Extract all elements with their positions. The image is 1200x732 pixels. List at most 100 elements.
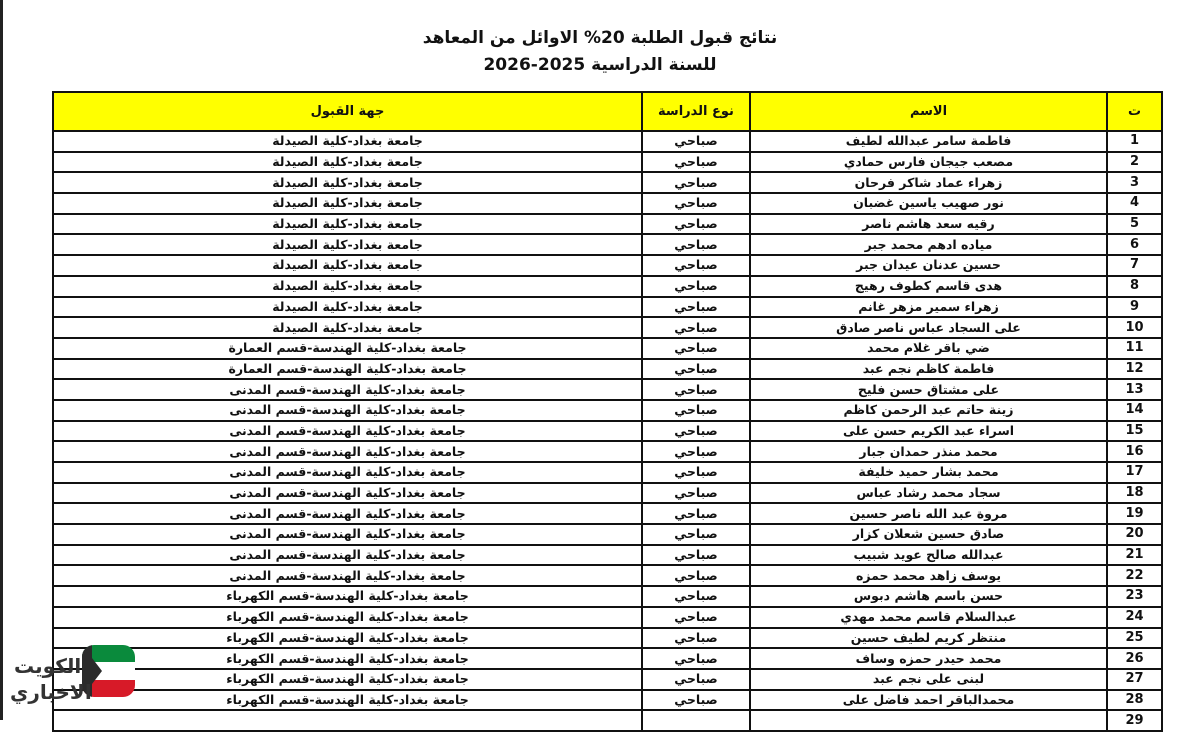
cell-study-type: صباحي — [641, 316, 751, 339]
cell-number: 4 — [1106, 192, 1163, 215]
table-row: 25 منتظر كريم لطيف حسين صباحي جامعة بغداد-ك… — [52, 626, 1163, 650]
cell-number: 13 — [1106, 378, 1163, 401]
cell-admission-destination: جامعة بغداد-كلية الهندسة-قسم الكهرباء — [52, 585, 643, 608]
cell-name: محمدالباقر احمد فاضل على — [749, 688, 1108, 712]
table-row: 16 محمد منذر حمدان جبار صباحي جامعة بغداد-ك… — [52, 440, 1163, 463]
table-row: 22 يوسف زاهد محمد حمزه صباحي جامعة بغداد-كل… — [52, 564, 1163, 588]
table-row: 9 زهراء سمير مزهر غانم صباحي جامعة بغداد-كل… — [52, 295, 1163, 319]
cell-admission-destination: جامعة بغداد-كلية الهندسة-قسم المدنى — [52, 461, 643, 484]
cell-name: سجاد محمد رشاد عباس — [749, 481, 1108, 505]
cell-study-type: صباحي — [641, 461, 751, 484]
header-admission-destination: جهة القبول — [52, 91, 643, 132]
table-row: 19 مروة عبد الله ناصر حسين صباحي جامعة بغدا… — [52, 502, 1163, 526]
cell-admission-destination: جامعة بغداد-كلية الصيدلة — [52, 274, 643, 298]
cell-number: 8 — [1106, 274, 1163, 298]
table-row: 13 على مشتاق حسن فليح صباحي جامعة بغداد-كلي… — [52, 378, 1163, 401]
cell-study-type: صباحي — [641, 171, 751, 195]
document-title: نتائج قبول الطلبة 20% الاوائل من المعاهد — [422, 28, 778, 48]
cell-number: 22 — [1106, 564, 1163, 588]
cell-admission-destination: جامعة بغداد-كلية الهندسة-قسم الكهرباء — [52, 647, 643, 670]
cell-name: فاطمة كاظم نجم عبد — [749, 357, 1108, 381]
cell-number: 3 — [1106, 171, 1163, 195]
table-row: 5 رقيه سعد هاشم ناصر صباحي جامعة بغداد-كلية… — [52, 212, 1163, 236]
cell-name: محمد حيدر حمزه وساف — [749, 647, 1108, 670]
header-study-type: نوع الدراسة — [641, 91, 751, 132]
cell-name: يوسف زاهد محمد حمزه — [749, 564, 1108, 588]
cell-number: 5 — [1106, 212, 1163, 236]
cell-study-type: صباحي — [641, 150, 751, 174]
table-row: 29 — [52, 709, 1163, 732]
admission-results-table: ت الاسم نوع الدراسة جهة القبول 1 فاطمة سا… — [52, 91, 1163, 732]
cell-study-type: صباحي — [641, 688, 751, 712]
page-edge-border — [0, 0, 3, 720]
cell-number: 21 — [1106, 543, 1163, 567]
table-row: 12 فاطمة كاظم نجم عبد صباحي جامعة بغداد-كلي… — [52, 357, 1163, 381]
logo-text-line1: الكويت — [14, 654, 82, 678]
cell-study-type: صباحي — [641, 605, 751, 629]
cell-number: 2 — [1106, 150, 1163, 174]
cell-study-type: صباحي — [641, 233, 751, 257]
cell-study-type: صباحي — [641, 647, 751, 670]
cell-study-type: صباحي — [641, 626, 751, 650]
cell-study-type: صباحي — [641, 543, 751, 567]
table-row: 23 حسن باسم هاشم دبوس صباحي جامعة بغداد-كلي… — [52, 585, 1163, 608]
cell-number: 20 — [1106, 523, 1163, 546]
table-row: 28 محمدالباقر احمد فاضل على صباحي جامعة بغد… — [52, 688, 1163, 712]
cell-number: 10 — [1106, 316, 1163, 339]
header-name: الاسم — [749, 91, 1108, 132]
cell-admission-destination: جامعة بغداد-كلية الهندسة-قسم العمارة — [52, 357, 643, 381]
table-row: 26 محمد حيدر حمزه وساف صباحي جامعة بغداد-كل… — [52, 647, 1163, 670]
cell-study-type: صباحي — [641, 585, 751, 608]
cell-name: مصعب جيجان فارس حمادي — [749, 150, 1108, 174]
table-row: 21 عبدالله صالح عويد شبيب صباحي جامعة بغداد… — [52, 543, 1163, 567]
cell-number: 12 — [1106, 357, 1163, 381]
cell-admission-destination: جامعة بغداد-كلية الهندسة-قسم العمارة — [52, 336, 643, 360]
cell-study-type: صباحي — [641, 274, 751, 298]
cell-admission-destination: جامعة بغداد-كلية الهندسة-قسم المدنى — [52, 523, 643, 546]
cell-admission-destination: جامعة بغداد-كلية الصيدلة — [52, 150, 643, 174]
cell-admission-destination: جامعة بغداد-كلية الصيدلة — [52, 192, 643, 215]
header-number: ت — [1106, 91, 1163, 132]
cell-name: صادق حسين شعلان كزار — [749, 523, 1108, 546]
cell-name: زينة حاتم عبد الرحمن كاظم — [749, 398, 1108, 422]
cell-study-type: صباحي — [641, 130, 751, 153]
cell-number: 1 — [1106, 130, 1163, 153]
cell-name: عبدالله صالح عويد شبيب — [749, 543, 1108, 567]
cell-admission-destination: جامعة بغداد-كلية الهندسة-قسم الكهرباء — [52, 688, 643, 712]
cell-admission-destination: جامعة بغداد-كلية الهندسة-قسم المدنى — [52, 543, 643, 567]
watermark-logo: الكويت الاخباري — [8, 640, 138, 720]
table-row: 2 مصعب جيجان فارس حمادي صباحي جامعة بغداد-ك… — [52, 150, 1163, 174]
cell-number: 23 — [1106, 585, 1163, 608]
cell-study-type: صباحي — [641, 378, 751, 401]
cell-name: زهراء سمير مزهر غانم — [749, 295, 1108, 319]
cell-admission-destination: جامعة بغداد-كلية الصيدلة — [52, 295, 643, 319]
cell-name: ضي باقر غلام محمد — [749, 336, 1108, 360]
cell-study-type: صباحي — [641, 212, 751, 236]
table-row: 24 عبدالسلام قاسم محمد مهدي صباحي جامعة بغد… — [52, 605, 1163, 629]
cell-admission-destination: جامعة بغداد-كلية الهندسة-قسم المدنى — [52, 398, 643, 422]
cell-study-type: صباحي — [641, 502, 751, 526]
cell-study-type: صباحي — [641, 481, 751, 505]
cell-number: 15 — [1106, 419, 1163, 443]
cell-study-type: صباحي — [641, 357, 751, 381]
cell-admission-destination: جامعة بغداد-كلية الهندسة-قسم المدنى — [52, 481, 643, 505]
cell-name: نور صهيب ياسين غضبان — [749, 192, 1108, 215]
cell-name: فاطمة سامر عبدالله لطيف — [749, 130, 1108, 153]
table-row: 8 هدى قاسم كطوف رهيج صباحي جامعة بغداد-كلية… — [52, 274, 1163, 298]
cell-admission-destination: جامعة بغداد-كلية الهندسة-قسم الكهرباء — [52, 667, 643, 691]
cell-study-type: صباحي — [641, 254, 751, 277]
cell-number: 7 — [1106, 254, 1163, 277]
cell-number: 29 — [1106, 709, 1163, 732]
cell-name: هدى قاسم كطوف رهيج — [749, 274, 1108, 298]
cell-study-type: صباحي — [641, 295, 751, 319]
table-row: 6 مياده ادهم محمد جبر صباحي جامعة بغداد-كلي… — [52, 233, 1163, 257]
cell-study-type — [641, 709, 751, 732]
cell-number: 11 — [1106, 336, 1163, 360]
cell-admission-destination: جامعة بغداد-كلية الهندسة-قسم المدنى — [52, 419, 643, 443]
table-row: 17 محمد بشار حميد خليفة صباحي جامعة بغداد-ك… — [52, 461, 1163, 484]
cell-admission-destination: جامعة بغداد-كلية الهندسة-قسم المدنى — [52, 564, 643, 588]
cell-name: مروة عبد الله ناصر حسين — [749, 502, 1108, 526]
cell-name: محمد منذر حمدان جبار — [749, 440, 1108, 463]
table-row: 4 نور صهيب ياسين غضبان صباحي جامعة بغداد-كل… — [52, 192, 1163, 215]
cell-admission-destination: جامعة بغداد-كلية الهندسة-قسم المدنى — [52, 502, 643, 526]
